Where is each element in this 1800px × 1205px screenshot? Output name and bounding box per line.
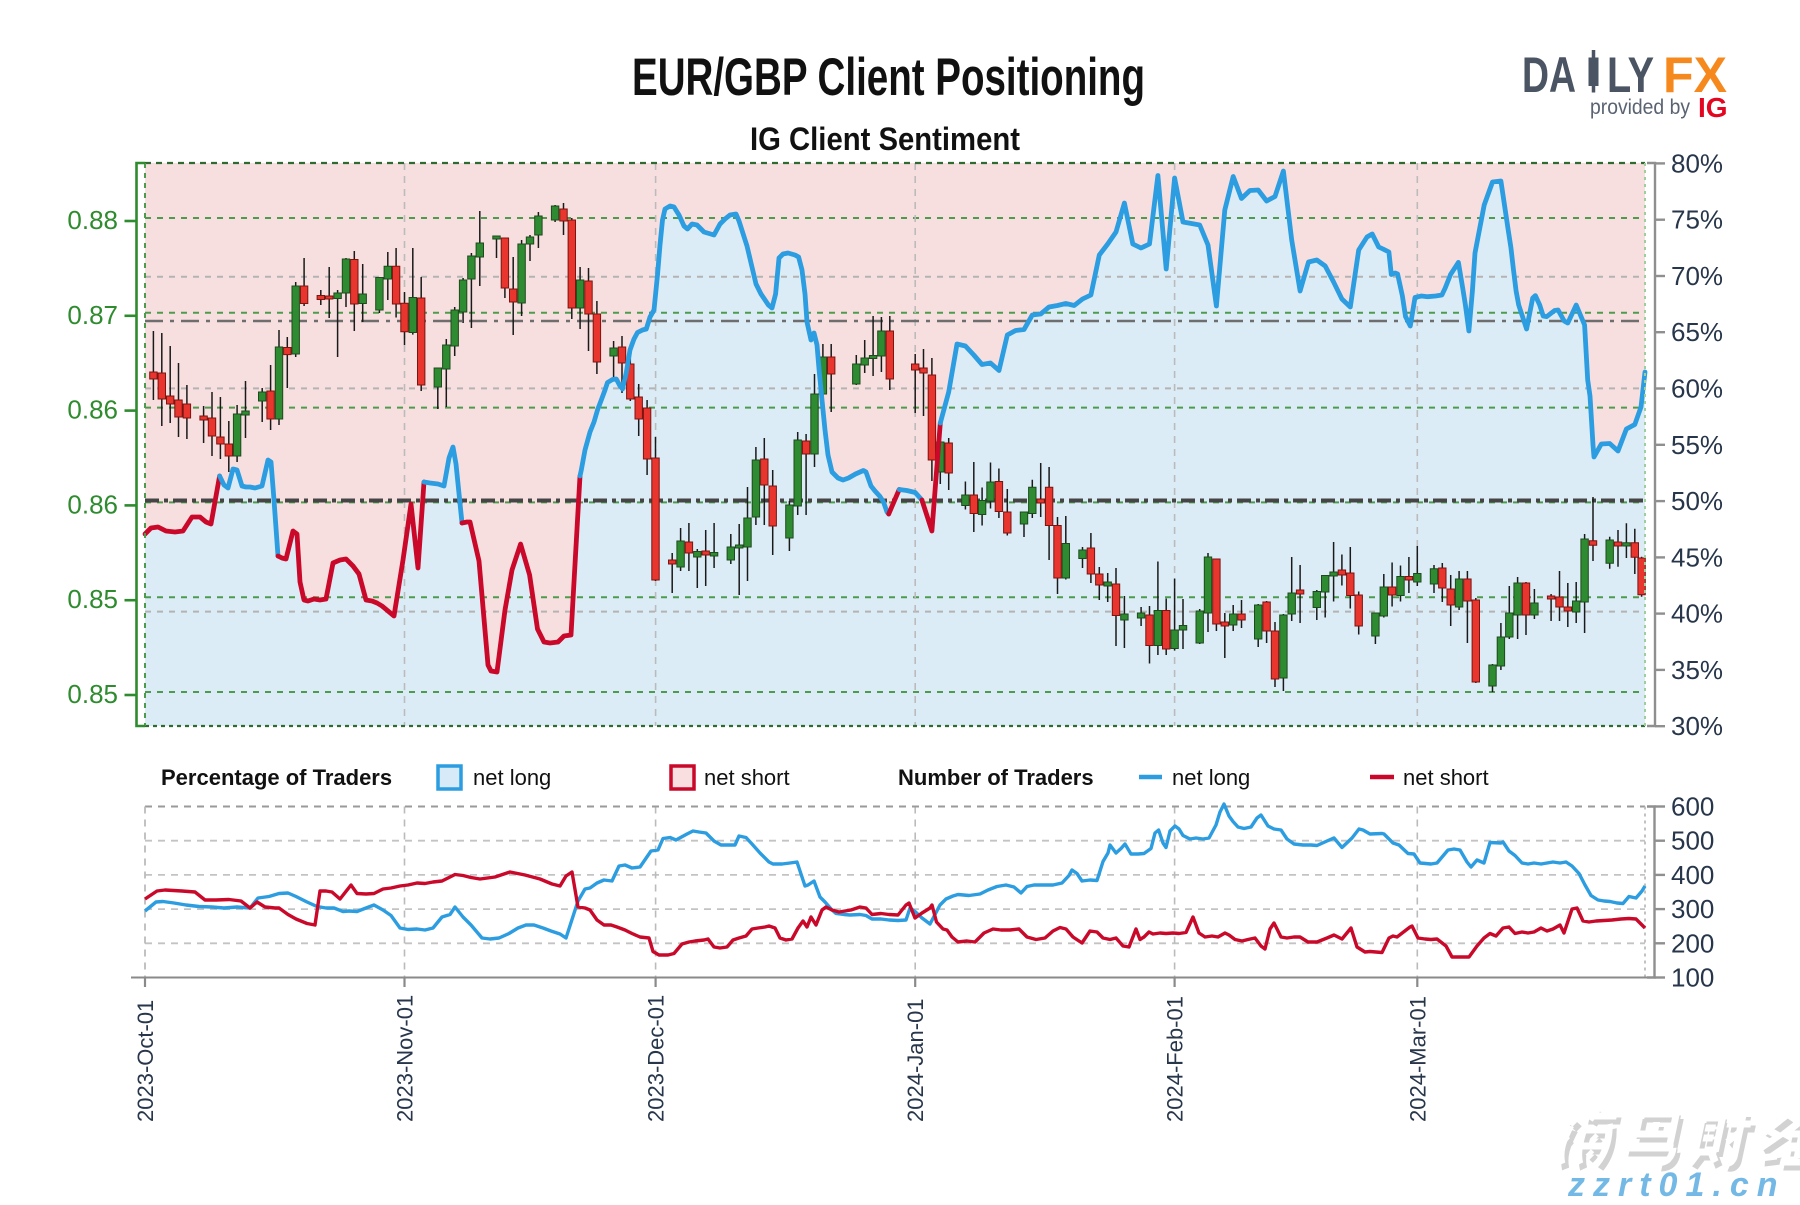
svg-text:2024-Feb-01: 2024-Feb-01 (1163, 996, 1188, 1122)
svg-text:600: 600 (1671, 792, 1714, 822)
svg-text:80%: 80% (1671, 148, 1723, 178)
svg-text:0.87: 0.87 (67, 300, 118, 330)
svg-text:provided by: provided by (1590, 96, 1690, 119)
svg-text:60%: 60% (1671, 374, 1723, 404)
svg-text:70%: 70% (1671, 261, 1723, 291)
svg-text:zzrt01.cn: zzrt01.cn (1567, 1166, 1786, 1200)
svg-text:2023-Dec-01: 2023-Dec-01 (644, 995, 669, 1122)
svg-text:net short: net short (704, 765, 790, 790)
svg-text:2023-Nov-01: 2023-Nov-01 (393, 995, 418, 1122)
svg-text:45%: 45% (1671, 542, 1723, 572)
svg-text:FX: FX (1663, 47, 1727, 103)
svg-text:0.88: 0.88 (67, 205, 118, 235)
svg-text:400: 400 (1671, 860, 1714, 890)
svg-text:75%: 75% (1671, 205, 1723, 235)
svg-text:100: 100 (1671, 963, 1714, 993)
svg-text:0.86: 0.86 (67, 395, 118, 425)
svg-text:2024-Mar-01: 2024-Mar-01 (1405, 996, 1430, 1122)
svg-text:Percentage of Traders: Percentage of Traders (161, 765, 392, 790)
svg-text:LY: LY (1607, 47, 1654, 103)
svg-text:200: 200 (1671, 928, 1714, 958)
svg-text:net long: net long (1172, 765, 1250, 790)
svg-text:300: 300 (1671, 894, 1714, 924)
svg-text:500: 500 (1671, 826, 1714, 856)
svg-text:30%: 30% (1671, 711, 1723, 741)
svg-text:net short: net short (1403, 765, 1489, 790)
svg-text:50%: 50% (1671, 486, 1723, 516)
svg-text:40%: 40% (1671, 599, 1723, 629)
svg-text:0.85: 0.85 (67, 679, 118, 709)
svg-text:2024-Jan-01: 2024-Jan-01 (903, 998, 928, 1122)
svg-text:2023-Oct-01: 2023-Oct-01 (133, 1000, 158, 1122)
svg-text:IG: IG (1698, 92, 1728, 123)
svg-text:DA: DA (1522, 47, 1576, 103)
svg-text:55%: 55% (1671, 430, 1723, 460)
svg-text:Number of Traders: Number of Traders (898, 765, 1094, 790)
svg-text:0.85: 0.85 (67, 584, 118, 614)
svg-text:net long: net long (473, 765, 551, 790)
svg-text:IG Client Sentiment: IG Client Sentiment (750, 121, 1020, 157)
svg-text:65%: 65% (1671, 317, 1723, 347)
svg-text:0.86: 0.86 (67, 489, 118, 519)
svg-text:35%: 35% (1671, 655, 1723, 685)
svg-text:EUR/GBP Client Positioning: EUR/GBP Client Positioning (632, 48, 1145, 107)
